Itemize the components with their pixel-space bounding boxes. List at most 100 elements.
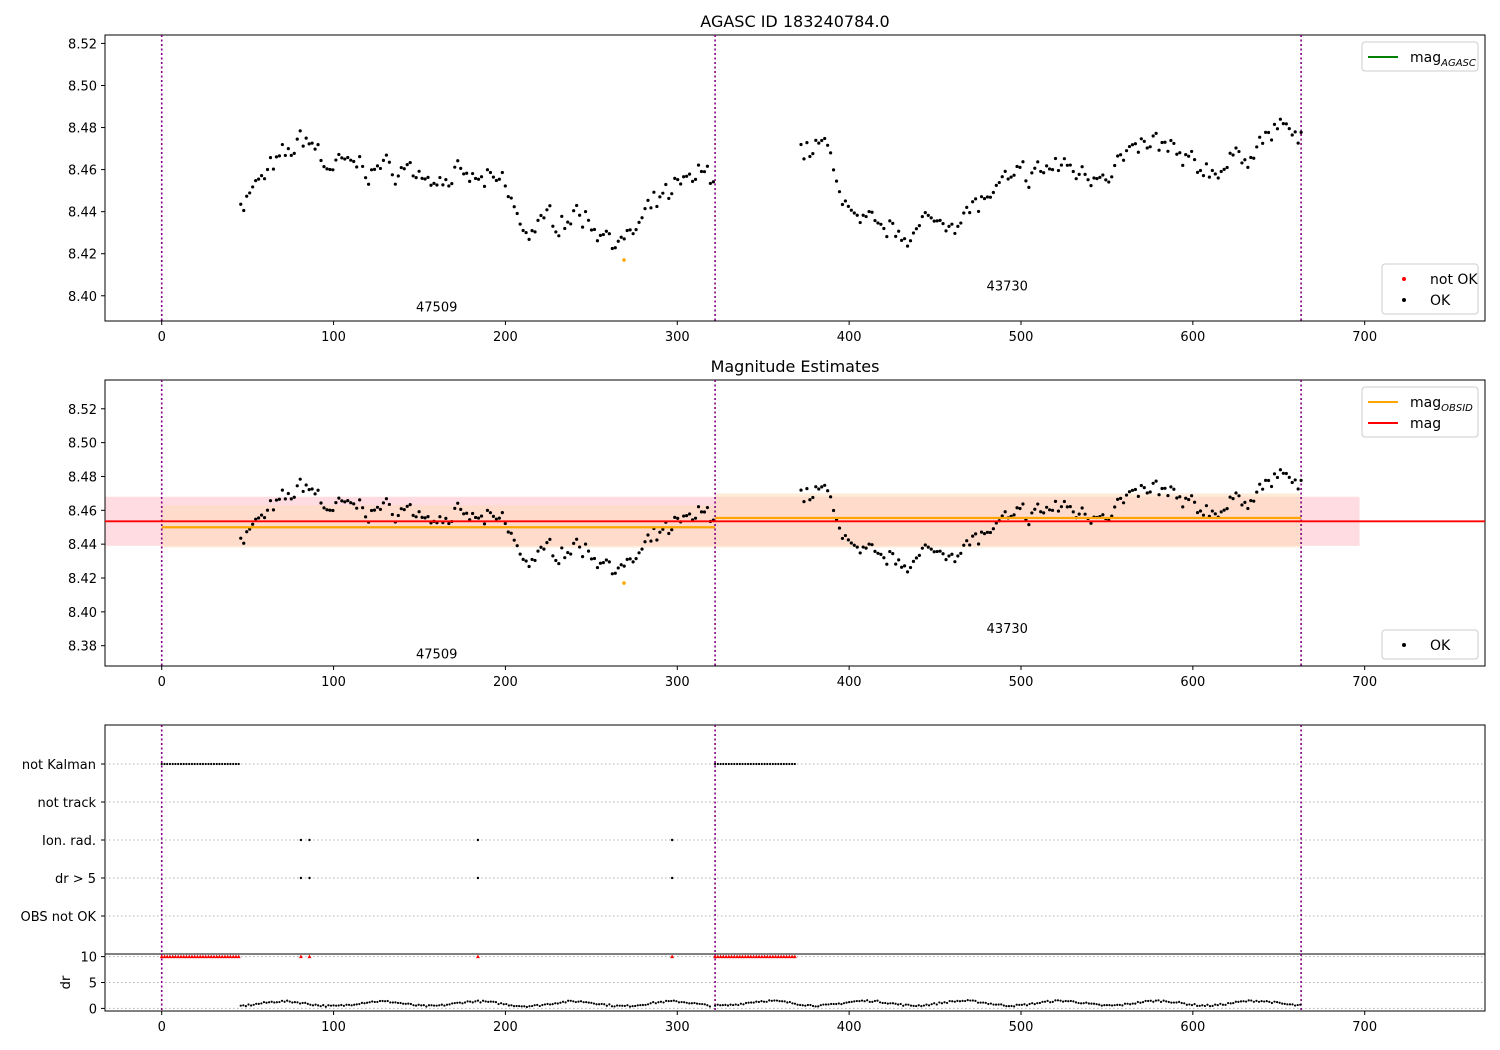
p4-dr-point [618,1004,621,1007]
p4-dr-point [448,1003,451,1006]
p2-data-point [1015,506,1019,510]
p2-data-point [346,498,350,503]
p2-data-point [583,542,588,546]
p4-dr-point [675,1000,678,1003]
p1-legend-swatch-dot [1402,277,1406,281]
p2-data-point [1089,521,1093,525]
p4-dr-point [938,1001,941,1004]
p4-dr-clipped-marker [759,954,764,959]
p4-dr-clipped-marker [233,954,238,959]
p4-dr-clipped-marker [757,954,762,959]
p4-dr-point [587,1001,590,1004]
p4-dr-point [595,1003,598,1006]
p4-dr-point [474,1000,477,1003]
p3-flag-point [476,876,480,880]
p4-dr-point [546,1002,549,1006]
p1-data-point [384,153,389,157]
p4-dr-point [1149,999,1152,1002]
p1-data-point [941,221,945,226]
p1-data-point [426,175,430,180]
p4-dr-point [878,1001,882,1004]
p2-legend-swatch-dot [1402,643,1406,647]
p2-data-point [471,511,475,516]
p1-data-point [702,170,707,174]
p4-dr-point [556,1002,559,1005]
p4-dr-point [590,1001,593,1004]
p4-dr-point [737,1003,740,1007]
p4-dr-clipped-marker [167,954,172,959]
p2-data-point [1172,487,1176,491]
p4-dr-point [1002,1004,1005,1007]
p2-xtick-label: 100 [321,675,346,690]
p4-dr-clipped-marker [724,954,729,959]
p4-dr-point [842,1002,846,1005]
p2-data-point [682,514,686,518]
p4-dr-clipped-marker [298,954,303,959]
p2-data-point [991,527,995,531]
p4-dr-point [579,1000,583,1003]
p4-dr-point [471,1001,474,1004]
p1-data-point [1284,122,1288,126]
p1-data-point [1121,158,1126,162]
p2-data-point [631,560,635,564]
p1-data-point [462,172,466,176]
p1-data-point [1160,140,1164,145]
p2-data-point [500,511,504,515]
p4-dr-point [969,999,972,1002]
p2-data-point [1222,508,1226,512]
p3-flag-point [229,762,232,766]
p1-data-point [482,184,487,189]
p1-data-point [509,196,513,200]
p2-data-point [1243,500,1247,504]
p4-dr-point [943,1001,946,1004]
p4-dr-point [688,1002,691,1005]
p1-data-point [1018,165,1022,169]
p2-data-point [352,502,356,506]
p1-xtick-label: 100 [321,330,346,345]
p4-dr-point [239,1004,242,1007]
p2-data-point [805,487,809,491]
p1-data-point [991,190,995,195]
p2-data-point [239,536,243,540]
p2-data-point [1003,510,1007,514]
p2-data-point [506,530,510,534]
p2-data-point [1210,509,1214,513]
p1-data-point [1175,152,1179,156]
p1-xtick-label: 500 [1009,330,1034,345]
p1-data-point [533,230,537,234]
p4-dr-point [592,1002,596,1005]
p4-dr-point [703,1003,706,1006]
p2-data-point [888,549,892,554]
p1-data-point [444,178,448,182]
p1-data-point [328,167,332,172]
p2-data-point [1181,505,1185,509]
p4-dr-clipped-marker [773,954,778,959]
p2-data-point [808,498,812,502]
p4-dr-point [1020,1003,1023,1006]
p1-data-point [643,207,647,211]
p1-data-point [929,216,933,220]
p4-dr-point [322,1004,325,1007]
p4-dr-point [1007,1005,1011,1008]
p4-dr-clipped-marker [776,954,781,959]
p1-data-point [1133,142,1138,146]
p2-data-point [1045,505,1049,509]
p4-dr-point [652,1000,655,1004]
p2-data-point [575,537,579,541]
p4-dr-point [358,1002,361,1006]
p4-dr-point [1067,1000,1070,1003]
p2-data-point [601,560,605,565]
p2-data-point [1266,478,1271,483]
p4-dr-point [425,1005,428,1008]
p1-data-point [468,179,472,183]
p2-data-point [1116,497,1120,501]
p2-data-point [1178,495,1182,499]
p1-data-point [1042,171,1046,175]
p4-dr-point [662,1001,665,1004]
p2-data-point [268,499,273,503]
p2-data-point [494,517,498,521]
p2-data-point [926,545,930,549]
p4-dr-clipped-marker [718,954,723,959]
p4-dr-point [1268,1000,1271,1003]
p2-data-point [313,492,317,496]
